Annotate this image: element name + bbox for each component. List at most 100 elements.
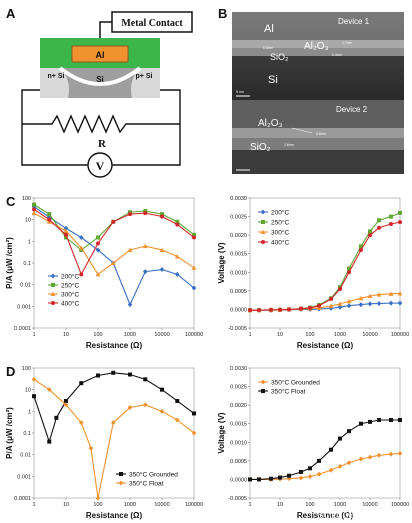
data-point [128,372,132,377]
al-label: Al [96,50,105,60]
data-point [388,222,393,226]
data-point [317,458,322,463]
legend-marker [260,209,266,215]
d1-si-thk: 0.4nm [332,53,342,57]
legend-marker [50,291,56,296]
data-point [358,456,364,462]
series-line [250,452,401,480]
data-point [337,304,343,310]
data-point [174,271,180,277]
data-point [358,302,364,308]
x-tick-label: 10000 [154,502,169,508]
x-axis-label: Resistance (Ω) [86,511,143,520]
data-point [248,477,252,482]
data-point [376,300,382,306]
data-point [191,285,197,291]
y-tick-label: 10 [25,388,31,394]
data-point [79,272,84,277]
data-point [31,204,37,210]
data-point [192,235,196,240]
chart-c-left: 1 10 100 1000 10000 100000 0.0001 0.001 0.01 0.1 1… [5,196,203,350]
x-tick-label: 1000 [124,502,136,508]
y-tick-label: 0.0015 [230,252,247,258]
data-point [377,218,382,223]
x-tick-label: 100 [305,502,314,508]
x-tick-label: 10 [63,502,69,508]
watermark: SCIENCEAQ.COM [318,511,386,520]
x-tick-label: 1000 [334,502,346,508]
x-tick-label: 100000 [185,502,203,508]
legend-marker [261,389,265,393]
data-point [160,212,164,217]
data-point [110,260,116,265]
y-tick-label: 0.0020 [230,403,247,409]
x-tick-label: 1 [248,502,251,508]
data-point [143,211,148,216]
d2-al2o3-label: Al₂O₃ [258,118,283,129]
data-point [367,301,373,307]
resistor-label: R [98,138,107,150]
metal-contact-box [111,11,193,33]
legend-label: 400°C [271,238,289,246]
d1-al2o3-label: Al₂O₃ [304,41,329,52]
data-point [32,394,36,399]
x-tick-label: 1000 [334,332,346,338]
plot-frame [249,367,401,499]
panel-letter-a: A [6,6,16,21]
panel-letter-d: D [6,364,15,379]
y-tick-label: -0.0005 [228,496,247,502]
data-point [367,454,373,460]
y-tick-label: 0.0025 [230,215,247,221]
data-point [159,267,165,273]
chart-c-right: 1 10 100 1000 10000 100000 -0.0005 0.0000 0.0005… [217,196,409,350]
data-point [367,293,373,299]
data-point [346,298,352,304]
data-point [346,303,352,309]
data-point [127,247,133,252]
legend-marker [260,229,266,234]
y-tick-label: 0.1 [23,261,31,267]
y-tick-label: 0.01 [20,283,31,289]
si-label: Si [96,75,104,84]
data-point [328,297,333,302]
depletion-curve [58,66,142,86]
plot-frame [33,367,195,499]
data-point [388,418,393,422]
y-axis-label: P/A (μW /cm²) [5,407,14,459]
y-tick-label: 10 [25,218,31,224]
circuit-wire-left [21,89,88,166]
series-line [250,419,400,480]
legend-marker [51,301,55,305]
x-tick-label: 1 [32,332,35,338]
data-point [174,254,180,259]
data-point [95,271,101,277]
data-point [191,430,197,436]
data-point [143,377,148,382]
data-point [358,244,363,249]
data-point [298,306,303,311]
p-si-label: p+ Si [136,73,153,80]
legend-marker [119,472,123,476]
resistor-symbol [22,114,180,134]
data-point [192,411,196,416]
x-tick-label: 10 [277,332,283,338]
data-point [397,291,403,296]
data-point [175,398,180,403]
legend-label: 200°C [61,272,79,280]
y-tick-label: 0.0020 [230,233,247,239]
data-point [268,476,273,481]
data-point [388,451,394,457]
data-point [78,420,84,426]
data-point [248,308,252,313]
chart-d-right: 1 10 100 1000 10000 100000 -0.0005 0.0000 0.0005… [217,366,409,520]
x-tick-label: 100 [93,502,102,508]
y-tick-label: 0.001 [17,474,31,480]
device1-label: Device 1 [338,17,370,26]
series-line [33,372,195,444]
data-point [388,291,394,296]
data-point [159,408,165,414]
data-point [257,308,262,313]
x-axis-label: Resistance (Ω) [297,511,354,520]
data-point [95,495,101,501]
